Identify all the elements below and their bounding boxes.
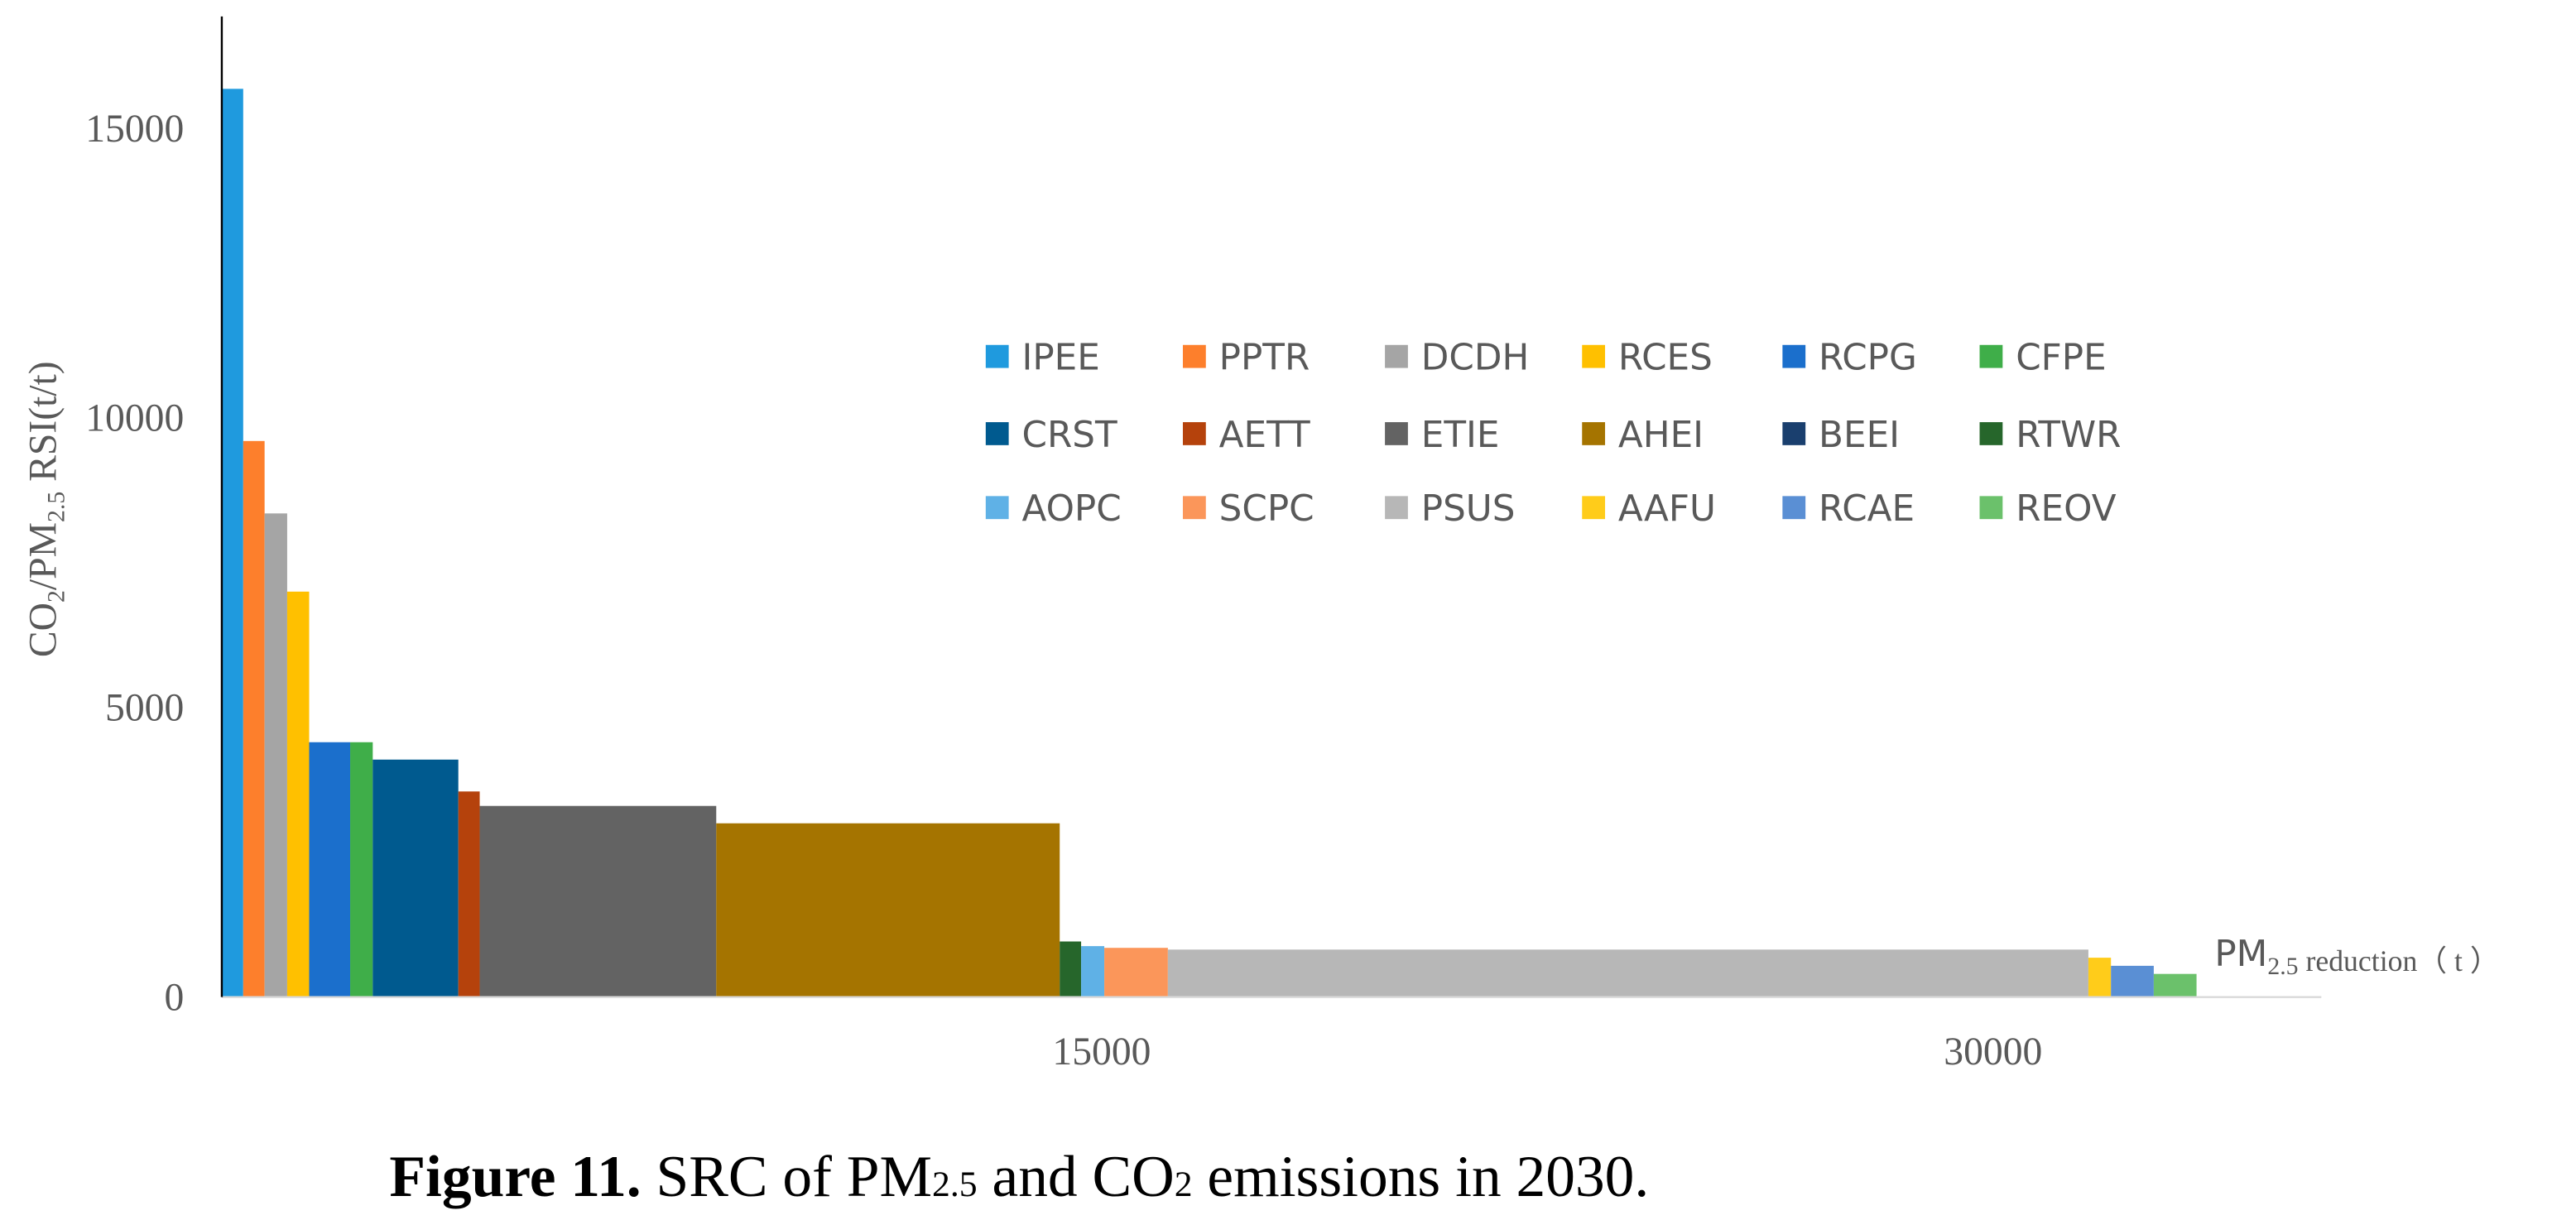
y-label-part: /PM xyxy=(22,522,65,590)
legend-label: ETIE xyxy=(1421,414,1500,456)
bar xyxy=(1167,949,2088,997)
bar xyxy=(309,742,351,997)
bar xyxy=(372,759,459,997)
caption-part: Figure 11. xyxy=(389,1144,641,1209)
legend-label: AHEI xyxy=(1618,414,1704,456)
legend-swatch xyxy=(1385,344,1408,368)
legend-label: IPEE xyxy=(1021,337,1099,379)
legend-label: RTWR xyxy=(2016,414,2121,456)
bar xyxy=(286,591,310,997)
legend-label: AETT xyxy=(1219,414,1310,456)
legend-swatch xyxy=(985,496,1009,520)
legend-swatch xyxy=(1385,422,1408,445)
bar xyxy=(479,805,717,997)
caption-part: and CO xyxy=(978,1144,1175,1209)
bar xyxy=(1081,946,1105,997)
legend-swatch xyxy=(1582,496,1606,520)
legend-swatch xyxy=(985,344,1009,368)
legend-swatch xyxy=(1979,496,2003,520)
legend-label: PSUS xyxy=(1421,488,1516,530)
x-label-part: reduction（ t ） xyxy=(2299,944,2500,977)
y-label-part: RSI(t/t) xyxy=(22,361,65,491)
bar xyxy=(1104,948,1168,997)
y-label-part: 2.5 xyxy=(42,492,70,522)
bar xyxy=(350,742,373,997)
legend-swatch xyxy=(1782,496,1806,520)
bar xyxy=(1060,941,1082,997)
bar xyxy=(221,89,243,997)
legend-label: CFPE xyxy=(2016,337,2107,379)
x-axis-label: PM2.5 reduction（ t ） xyxy=(2214,933,2499,980)
legend-label: DCDH xyxy=(1421,337,1530,379)
legend-label: RCES xyxy=(1618,337,1713,379)
caption-part: 2 xyxy=(1175,1165,1193,1204)
caption: Figure 11. SRC of PM2.5 and CO2 emission… xyxy=(389,1144,1649,1209)
x-label-part: 2.5 xyxy=(2267,953,2298,980)
legend-swatch xyxy=(1182,422,1206,445)
legend-swatch xyxy=(1979,422,2003,445)
legend-swatch xyxy=(1385,496,1408,520)
y-tick-label: 0 xyxy=(165,977,185,1020)
legend-label: BEEI xyxy=(1819,414,1900,456)
y-tick-label: 10000 xyxy=(85,397,184,440)
y-tick-label: 5000 xyxy=(105,687,184,730)
legend-swatch xyxy=(1582,422,1606,445)
legend-swatch xyxy=(1979,344,2003,368)
x-tick-label: 15000 xyxy=(1052,1030,1151,1074)
legend-label: AAFU xyxy=(1618,488,1716,530)
bar xyxy=(2088,958,2112,997)
legend-label: RCPG xyxy=(1819,337,1917,379)
bar xyxy=(264,513,287,997)
legend-label: REOV xyxy=(2016,488,2117,530)
legend-swatch xyxy=(1182,344,1206,368)
legend-label: AOPC xyxy=(1021,488,1121,530)
legend-label: CRST xyxy=(1021,414,1117,456)
legend-swatch xyxy=(985,422,1009,445)
y-tick-label: 15000 xyxy=(85,108,184,151)
caption-part: emissions in 2030. xyxy=(1193,1144,1650,1209)
legend-swatch xyxy=(1782,344,1806,368)
y-axis-label: CO2/PM2.5 RSI(t/t) xyxy=(22,361,70,657)
caption-part: SRC of PM xyxy=(642,1144,932,1209)
y-label-part: CO xyxy=(22,603,65,657)
legend-label: SCPC xyxy=(1219,488,1314,530)
legend-label: RCAE xyxy=(1819,488,1915,530)
legend-swatch xyxy=(1182,496,1206,520)
legend-swatch xyxy=(1582,344,1606,368)
bar xyxy=(716,823,1060,997)
bar xyxy=(2111,965,2154,997)
legend-swatch xyxy=(1782,422,1806,445)
bar xyxy=(2153,973,2197,997)
x-label-part: PM xyxy=(2214,933,2267,975)
legend-label: PPTR xyxy=(1219,337,1310,379)
bar xyxy=(458,791,480,997)
y-label-part: 2 xyxy=(42,590,70,603)
x-tick-label: 30000 xyxy=(1944,1030,2042,1074)
bar xyxy=(243,440,265,997)
caption-part: 2.5 xyxy=(932,1165,978,1204)
